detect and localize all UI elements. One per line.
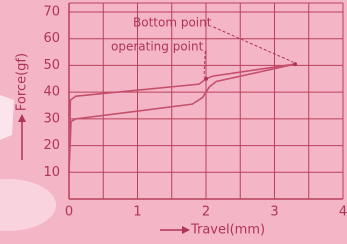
x-tick-label: 1 <box>133 205 141 220</box>
chart: Force(gf) Travel(mm) 10 20 30 40 50 60 70 0 1 2 3 4… <box>0 0 347 244</box>
annotation-point <box>293 62 297 66</box>
y-tick-label: 40 <box>43 85 60 100</box>
y-tick-label: 50 <box>43 58 60 73</box>
y-tick-label: 10 <box>43 165 60 180</box>
x-tick-label: 2 <box>202 205 210 220</box>
y-tick-label: 60 <box>43 31 60 46</box>
y-tick-label: 20 <box>43 138 60 153</box>
x-tick-label: 0 <box>65 205 73 220</box>
x-axis-label: Travel(mm) <box>190 223 265 238</box>
x-tick-label: 4 <box>339 205 347 220</box>
decoration <box>0 95 14 140</box>
y-tick-label: 30 <box>43 111 60 126</box>
y-axis-label: Force(gf) <box>15 53 30 111</box>
annotation: operating point <box>111 40 204 54</box>
y-tick-label: 70 <box>43 5 60 20</box>
annotation-point <box>204 77 208 81</box>
x-tick-label: 3 <box>270 205 278 220</box>
annotation: Bottom point <box>133 16 212 30</box>
